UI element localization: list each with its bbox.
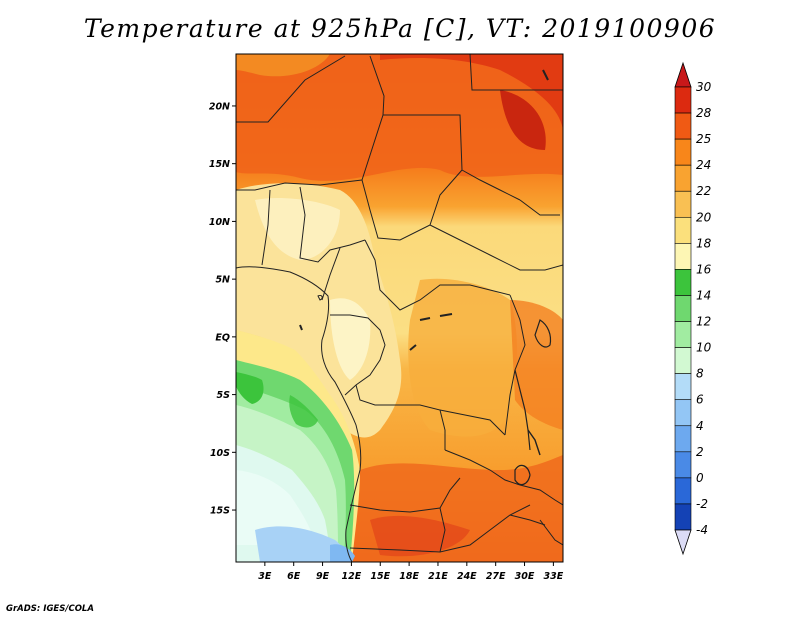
- colorbar-swatch: [674, 269, 692, 296]
- colorbar-label: 4: [696, 419, 704, 433]
- colorbar-bottom-arrow: [674, 529, 692, 556]
- y-tick-label: EQ: [215, 332, 230, 343]
- colorbar-label: 10: [696, 341, 712, 355]
- x-tick-label: 21E: [428, 571, 448, 582]
- x-tick-label: 24E: [457, 571, 477, 582]
- x-tick-label: 12E: [342, 571, 362, 582]
- colorbar-label: 25: [696, 132, 711, 146]
- x-tick-label: 3E: [258, 571, 272, 582]
- country-borders: [236, 54, 563, 562]
- y-tick-label: 15N: [209, 159, 230, 170]
- colorbar-swatch: [674, 477, 692, 505]
- colorbar-swatch: [674, 347, 692, 374]
- map-title: Temperature at 925hPa [C], VT: 201910090…: [83, 14, 717, 43]
- y-tick-label: 5N: [215, 275, 230, 286]
- colorbar-label: 6: [696, 393, 704, 407]
- y-tick-label: 10S: [210, 448, 230, 459]
- colorbar-swatch: [674, 295, 692, 322]
- colorbar-swatch: [674, 373, 692, 401]
- temperature-field: [236, 54, 563, 562]
- map-axes: 3E 6E 9E 12E 15E 18E 21E 24E 27E 30E 33E 20N 15N 10N 5…: [209, 101, 564, 582]
- colorbar-swatch: [674, 321, 692, 348]
- colorbar-label: 8: [696, 367, 704, 381]
- colorbar-swatch: [674, 243, 692, 270]
- colorbar-swatch: [674, 451, 692, 479]
- colorbar-top-arrow: [674, 61, 692, 88]
- grads-credit: GrADS: IGES/COLA: [6, 604, 94, 614]
- x-tick-label: 6E: [287, 571, 301, 582]
- colorbar-label: 0: [696, 471, 704, 485]
- x-tick-label: 33E: [544, 571, 564, 582]
- colorbar-label: 16: [696, 262, 712, 276]
- colorbar-swatch: [674, 399, 692, 427]
- colorbar-label: 22: [696, 184, 711, 198]
- colorbar-swatch: [674, 138, 692, 166]
- colorbar-swatch: [674, 164, 692, 192]
- colorbar-swatch: [674, 112, 692, 140]
- x-tick-label: 30E: [515, 571, 535, 582]
- colorbar-swatch: [674, 503, 692, 531]
- colorbar-label: 28: [696, 106, 712, 120]
- colorbar-label: 18: [696, 236, 712, 250]
- colorbar-swatch: [674, 86, 692, 114]
- y-tick-label: 20N: [209, 101, 230, 112]
- colorbar-label: 24: [696, 158, 711, 172]
- colorbar-label: -2: [696, 497, 708, 511]
- x-tick-label: 27E: [486, 571, 506, 582]
- colorbar-label: 12: [696, 315, 711, 329]
- colorbar-label: 30: [696, 80, 712, 94]
- y-tick-label: 10N: [209, 217, 230, 228]
- colorbar-swatch: [674, 425, 692, 453]
- y-tick-label: 5S: [217, 390, 231, 401]
- colorbar-label: -4: [696, 523, 708, 537]
- colorbar-label: 2: [696, 445, 704, 459]
- y-tick-label: 15S: [210, 506, 230, 517]
- x-tick-label: 15E: [370, 571, 390, 582]
- colorbar-swatch: [674, 216, 692, 244]
- colorbar-label: 14: [696, 288, 711, 302]
- plot-frame: [235, 53, 564, 563]
- colorbar-swatch: [674, 190, 692, 218]
- x-tick-label: 9E: [316, 571, 330, 582]
- colorbar-label: 20: [696, 210, 712, 224]
- x-tick-label: 18E: [399, 571, 419, 582]
